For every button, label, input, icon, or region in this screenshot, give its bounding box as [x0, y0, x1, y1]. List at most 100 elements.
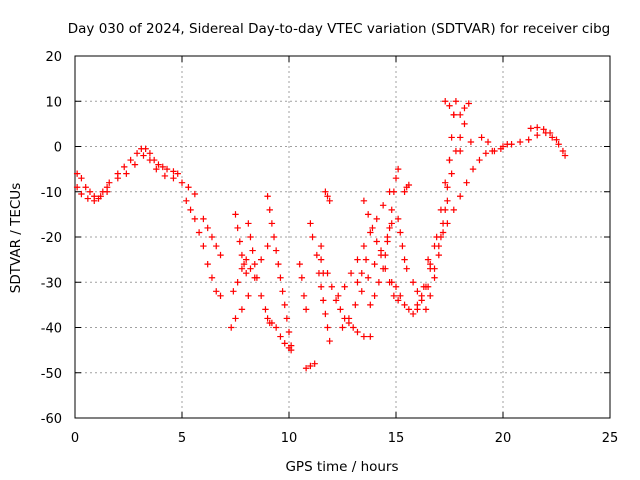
- data-point: [309, 233, 316, 241]
- data-point: [427, 260, 434, 268]
- data-point: [444, 184, 451, 191]
- data-point: [446, 156, 453, 164]
- y-tick-label: -20: [41, 231, 62, 246]
- data-point: [302, 306, 310, 313]
- data-point: [527, 125, 535, 132]
- data-point: [163, 165, 171, 173]
- data-point: [442, 179, 449, 186]
- data-point: [317, 256, 325, 263]
- y-tick-label: -30: [41, 276, 62, 291]
- data-point: [450, 206, 457, 214]
- data-point: [161, 172, 169, 180]
- series-arc-18: [324, 270, 374, 340]
- y-tick-label: 10: [45, 95, 62, 110]
- data-point: [243, 270, 250, 277]
- data-point: [298, 274, 306, 281]
- data-point: [364, 274, 372, 281]
- chart-title: Day 030 of 2024, Sidereal Day-to-day VTE…: [68, 21, 611, 37]
- data-point: [311, 360, 318, 367]
- data-point: [467, 138, 475, 146]
- data-point: [268, 319, 276, 327]
- data-point: [457, 147, 464, 155]
- data-point: [121, 163, 128, 171]
- data-point: [238, 306, 246, 313]
- data-point: [91, 197, 98, 204]
- data-point: [296, 260, 303, 268]
- data-point: [191, 190, 199, 198]
- x-tick-label: 25: [602, 431, 619, 446]
- data-point: [300, 292, 308, 300]
- data-point: [546, 129, 554, 137]
- data-point: [127, 156, 134, 164]
- data-point: [257, 292, 265, 300]
- data-point: [446, 102, 453, 109]
- data-point: [386, 224, 393, 232]
- data-point: [97, 193, 104, 200]
- series-arc-23: [360, 197, 402, 304]
- data-point: [251, 260, 258, 268]
- data-point: [78, 174, 85, 182]
- data-point: [457, 111, 464, 119]
- data-point: [405, 181, 413, 189]
- data-point: [123, 170, 130, 177]
- x-tick-label: 15: [388, 431, 405, 446]
- data-point: [549, 134, 556, 141]
- data-point: [540, 126, 547, 133]
- data-point: [247, 233, 254, 241]
- data-point: [217, 292, 224, 300]
- data-point: [373, 238, 380, 245]
- x-tick-label: 10: [281, 431, 298, 446]
- data-point: [281, 340, 288, 347]
- series-arc-4: [114, 152, 199, 198]
- data-point: [382, 265, 389, 272]
- y-tick-label: 20: [45, 50, 62, 65]
- data-point: [245, 292, 252, 300]
- data-point: [240, 260, 248, 268]
- data-point: [352, 301, 359, 309]
- data-point: [264, 315, 271, 322]
- data-point: [195, 229, 203, 236]
- data-point: [326, 337, 333, 345]
- data-point: [236, 238, 243, 245]
- data-point: [257, 256, 265, 263]
- data-point: [409, 279, 417, 286]
- data-point: [185, 184, 192, 191]
- data-point: [534, 131, 541, 139]
- data-point: [200, 242, 207, 250]
- y-tick-label: -40: [41, 322, 62, 337]
- data-point: [335, 292, 342, 300]
- data-point: [73, 170, 81, 177]
- axis-ticks: 0 5 10 15 20 25 20 10 0 -10 -20 -30 -40 -50 -60: [41, 50, 619, 446]
- data-point: [272, 247, 280, 254]
- series-arc-31: [457, 100, 472, 119]
- data-point: [409, 310, 417, 318]
- x-axis-label: GPS time / hours: [285, 459, 398, 475]
- data-point: [371, 292, 378, 300]
- data-point: [234, 224, 241, 232]
- data-point: [320, 297, 327, 304]
- data-point: [555, 141, 562, 148]
- data-point: [86, 188, 94, 195]
- data-point: [403, 265, 410, 272]
- data-point: [375, 279, 383, 286]
- data-point: [394, 215, 402, 223]
- data-point: [208, 274, 216, 281]
- data-point: [270, 233, 278, 241]
- y-tick-label: 0: [54, 141, 62, 156]
- data-point: [364, 211, 372, 218]
- series-arc-32: [424, 147, 496, 263]
- plot-frame: [74, 55, 611, 419]
- data-point: [204, 260, 211, 268]
- series-arc-34: [499, 129, 569, 159]
- data-point: [253, 274, 261, 281]
- data-point: [397, 229, 404, 236]
- data-point: [234, 279, 241, 286]
- data-point: [114, 174, 121, 182]
- series-arc-19: [335, 188, 393, 300]
- data-point: [178, 179, 186, 186]
- series-arc-8: [230, 256, 254, 295]
- data-point: [452, 98, 460, 105]
- series-arc-11: [264, 193, 295, 349]
- data-point: [347, 270, 355, 277]
